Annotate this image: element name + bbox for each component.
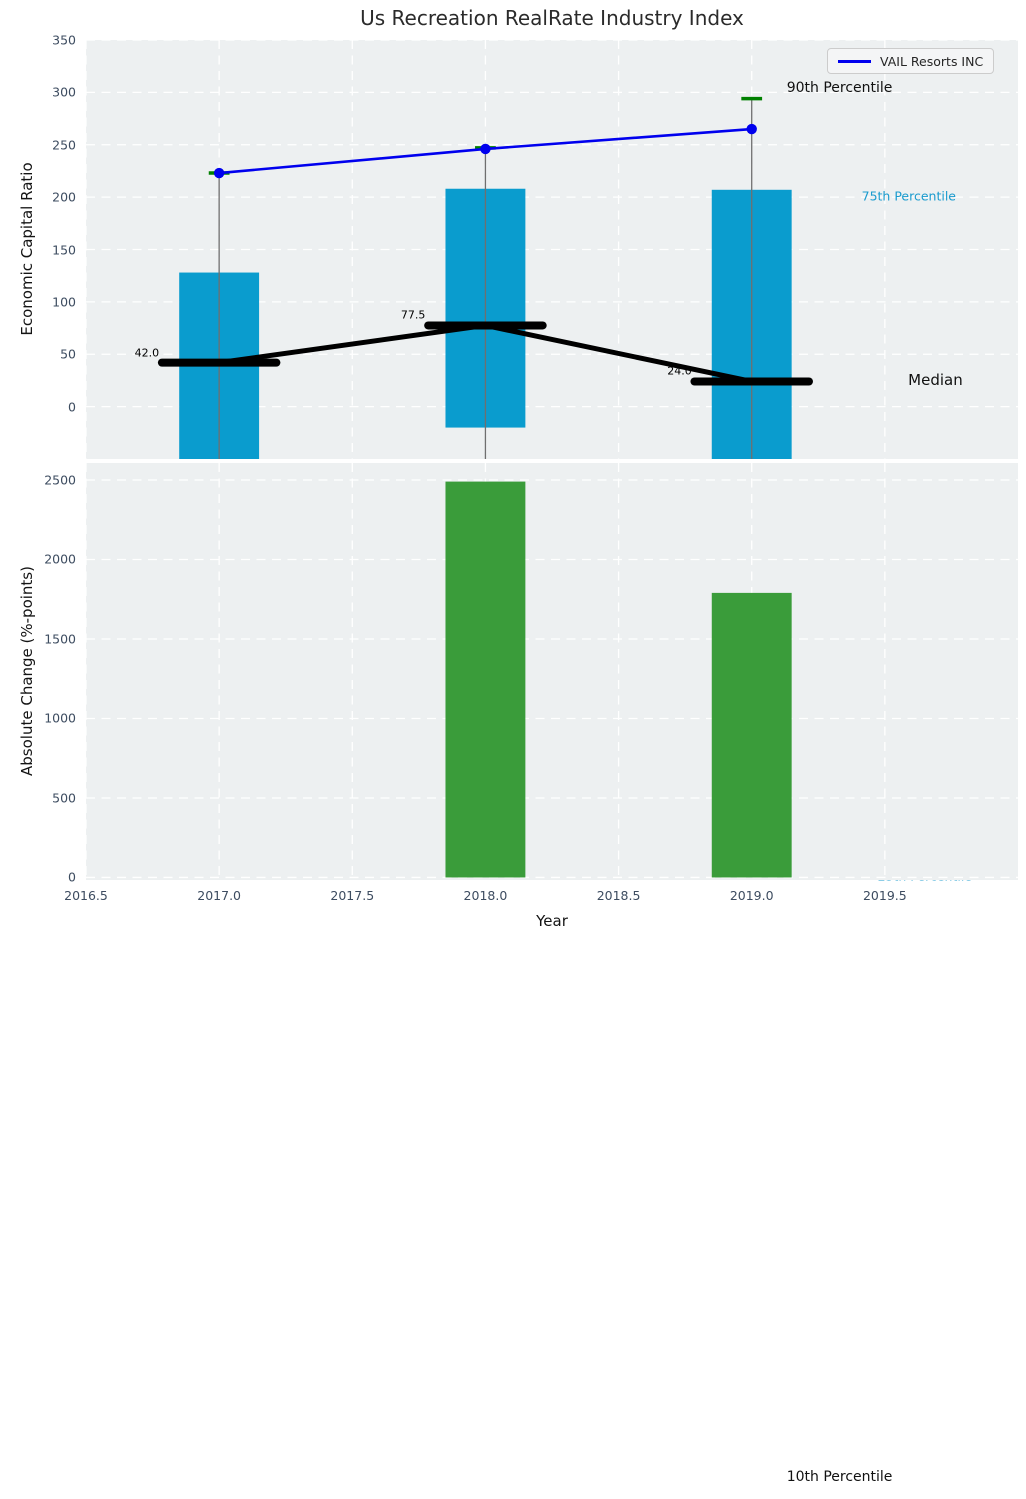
panel1-svg	[86, 463, 1018, 880]
y-tick-label-bottom: 0	[68, 869, 76, 885]
annotation-median: Median	[908, 371, 963, 390]
legend-line-swatch	[838, 59, 871, 63]
y-tick-label-top: 0	[68, 399, 76, 415]
x-tick-label: 2019.5	[862, 888, 907, 903]
annotation-75th-percentile: 75th Percentile	[861, 188, 956, 204]
bottom-chart-panel	[86, 463, 1018, 880]
x-axis-label: Year	[536, 912, 568, 930]
y-tick-label-bottom: 1500	[44, 631, 76, 647]
change-bar	[445, 481, 526, 878]
panel0-svg	[86, 40, 1018, 459]
annotation-90th-percentile: 90th Percentile	[786, 80, 893, 97]
x-tick-label: 2018.5	[596, 888, 641, 903]
y-axis-label-bottom: Absolute Change (%-points)	[18, 566, 36, 776]
x-tick-label: 2019.0	[729, 888, 774, 903]
y-tick-label-top: 150	[52, 242, 76, 257]
median-value-label: 77.5	[400, 308, 426, 322]
legend-label: VAIL Resorts INC	[880, 53, 984, 69]
y-tick-label-top: 200	[52, 189, 76, 205]
x-tick-label: 2017.5	[330, 888, 375, 903]
median-value-label: 42.0	[134, 346, 160, 360]
chart-title: Us Recreation RealRate Industry Index	[360, 6, 744, 30]
y-tick-label-bottom: 1000	[44, 710, 76, 726]
y-tick-label-top: 300	[52, 84, 76, 100]
vail-marker	[746, 123, 757, 135]
x-tick-label: 2017.0	[197, 888, 242, 903]
vail-marker	[480, 143, 491, 155]
y-tick-label-bottom: 500	[52, 790, 76, 806]
change-bar	[711, 592, 792, 878]
y-tick-label-top: 250	[52, 137, 76, 153]
y-tick-label-top: 100	[52, 294, 76, 310]
y-tick-label-top: 350	[52, 32, 76, 48]
annotation-10th-percentile: 10th Percentile	[786, 1469, 893, 1486]
top-chart-panel	[86, 40, 1018, 459]
median-value-label: 24.0	[667, 364, 692, 378]
y-tick-label-bottom: 2000	[44, 551, 76, 567]
legend: VAIL Resorts INC	[827, 48, 995, 74]
y-tick-label-bottom: 2500	[44, 472, 76, 488]
x-tick-label: 2016.5	[64, 888, 108, 903]
y-tick-label-top: 50	[60, 346, 76, 362]
x-tick-label: 2018.0	[463, 888, 508, 903]
vail-marker	[213, 167, 225, 179]
